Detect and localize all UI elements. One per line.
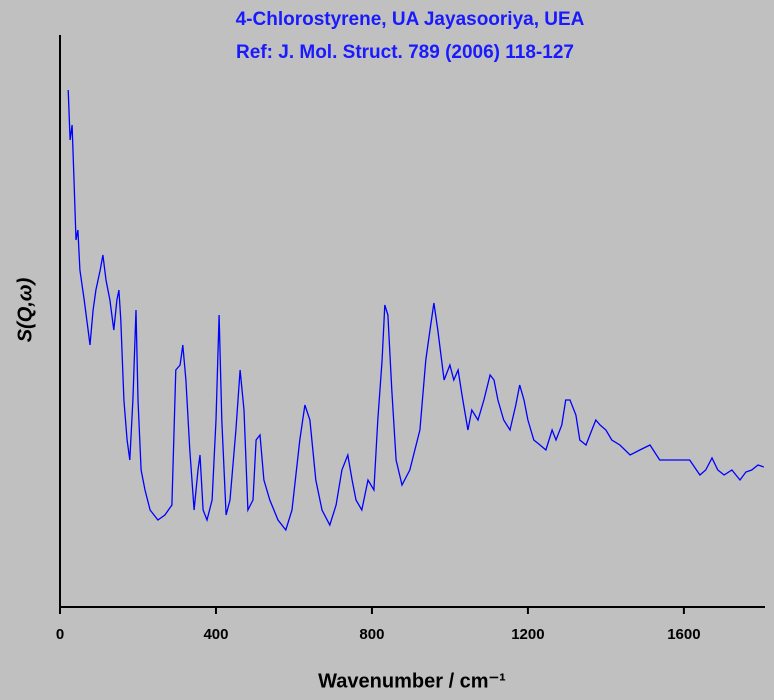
y-axis-label: S(Q,ω)	[14, 277, 36, 342]
x-tick-label: 400	[203, 626, 228, 643]
chart-subtitle: Ref: J. Mol. Struct. 789 (2006) 118-127	[236, 42, 574, 63]
x-axis-label: Wavenumber / cm⁻¹	[318, 670, 506, 692]
x-tick-label: 1200	[511, 626, 544, 643]
x-tick-label: 0	[56, 626, 64, 643]
x-tick-label: 1600	[667, 626, 700, 643]
chart-title: 4-Chlorostyrene, UA Jayasooriya, UEA	[236, 9, 585, 30]
x-tick-label: 800	[359, 626, 384, 643]
spectrum-line	[67, 89, 765, 532]
